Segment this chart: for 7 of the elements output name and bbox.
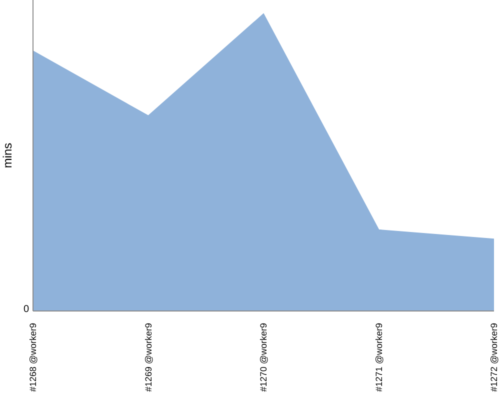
x-tick-label: #1269 @worker9 bbox=[143, 323, 154, 392]
x-tick-label: #1268 @worker9 bbox=[28, 323, 38, 392]
x-tick-label: #1272 @worker9 bbox=[489, 323, 500, 392]
x-tick-label: #1271 @worker9 bbox=[374, 323, 384, 392]
y-axis-title: mins bbox=[0, 142, 14, 168]
x-tick-label: #1270 @worker9 bbox=[258, 323, 269, 392]
text: 0 bbox=[23, 304, 29, 316]
